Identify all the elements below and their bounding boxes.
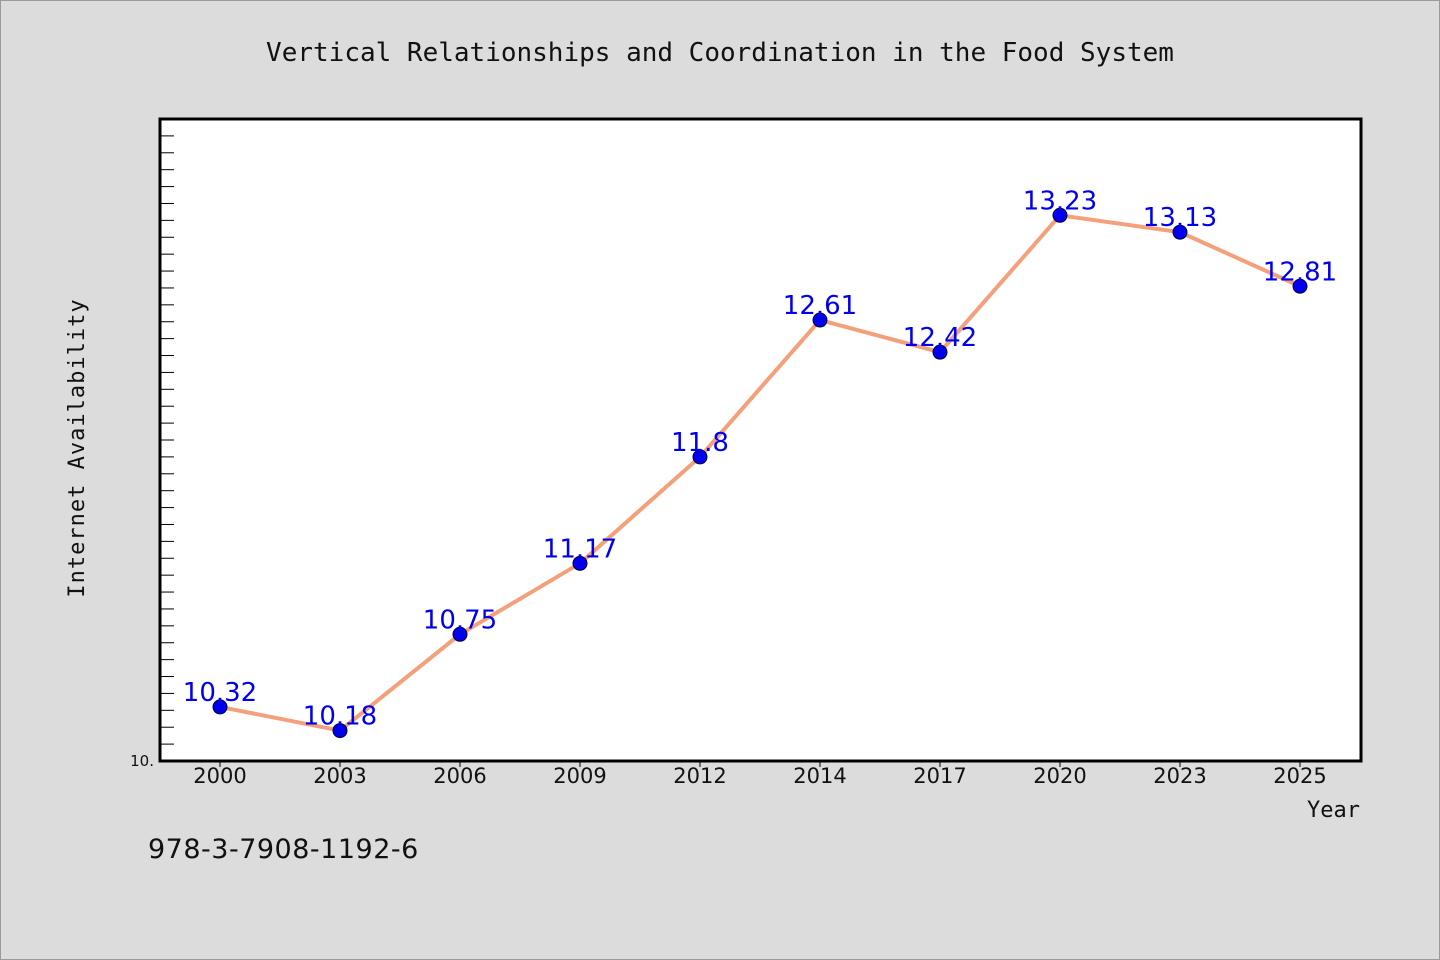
- y-axis-ticks: [160, 118, 174, 762]
- data-label: 10.32: [183, 678, 257, 708]
- data-point: [1292, 278, 1308, 294]
- data-label: 11.17: [543, 534, 617, 564]
- x-tick-label: 2020: [1033, 764, 1086, 788]
- data-labels: 10.32 10.18 10.75 11.17 11.8 12.61 12.42 13.23 1…: [183, 186, 1337, 731]
- data-label: 13.13: [1143, 203, 1217, 233]
- data-label: 13.23: [1023, 186, 1097, 216]
- data-label: 11.8: [671, 428, 729, 458]
- y-axis-label: Internet Availability: [65, 298, 90, 597]
- x-tick-label: 2017: [913, 764, 966, 788]
- series-line-group: [218, 213, 1302, 733]
- plot-area: [158, 117, 1363, 763]
- y-tick-label: 10.: [130, 752, 154, 770]
- data-point: [812, 312, 828, 328]
- x-axis-ticks: [219, 761, 1301, 767]
- x-axis-tick-labels: 2000 2003 2006 2009 2012 2014 2017 2020 2023 2025: [193, 764, 1326, 788]
- isbn-text: 978-3-7908-1192-6: [148, 834, 419, 865]
- x-tick-label: 2009: [553, 764, 606, 788]
- data-markers: [212, 207, 1308, 739]
- data-point: [212, 699, 228, 715]
- data-point: [332, 723, 348, 739]
- data-point: [1172, 224, 1188, 240]
- x-tick-label: 2014: [793, 764, 846, 788]
- data-point: [692, 449, 708, 465]
- x-tick-label: 2003: [313, 764, 366, 788]
- data-point: [1052, 207, 1068, 223]
- data-point: [932, 344, 948, 360]
- data-label: 10.18: [303, 702, 377, 732]
- data-point: [452, 626, 468, 642]
- series-line: [218, 213, 1302, 733]
- x-tick-label: 2000: [193, 764, 246, 788]
- x-tick-label: 2025: [1273, 764, 1326, 788]
- x-tick-label: 2023: [1153, 764, 1206, 788]
- data-label: 10.75: [423, 605, 497, 635]
- data-label: 12.42: [903, 323, 977, 353]
- x-tick-label: 2006: [433, 764, 486, 788]
- chart-title: Vertical Relationships and Coordination …: [266, 38, 1174, 68]
- data-label: 12.61: [783, 291, 857, 321]
- data-point: [572, 555, 588, 571]
- x-axis-label: Year: [1307, 798, 1360, 823]
- x-tick-label: 2012: [673, 764, 726, 788]
- data-label: 12.81: [1263, 257, 1337, 287]
